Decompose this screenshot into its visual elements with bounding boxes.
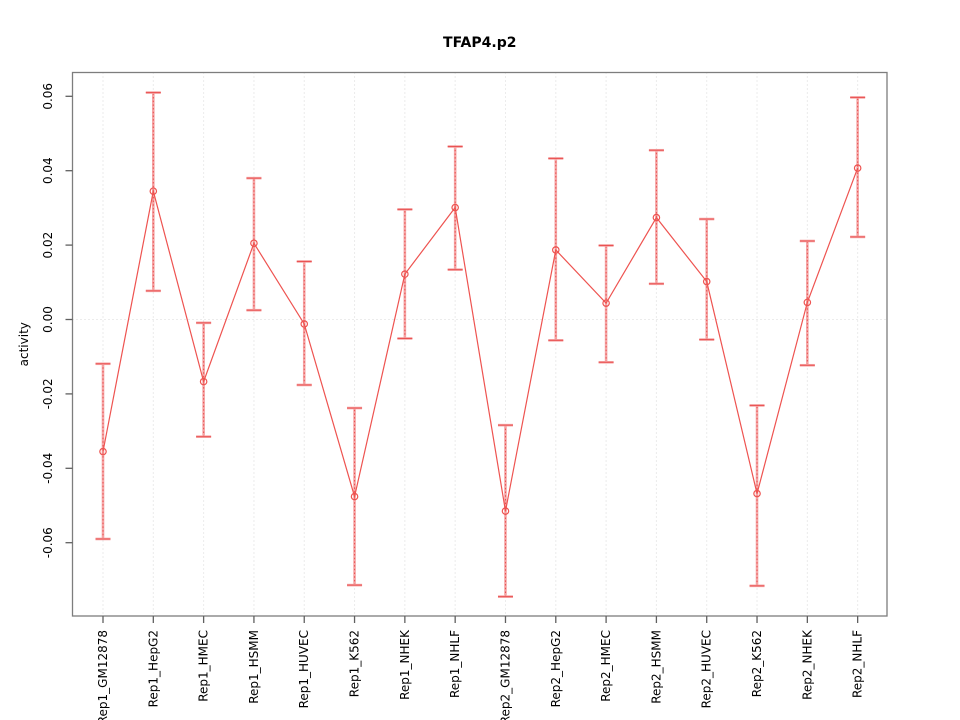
y-tick-label: -0.04 bbox=[41, 453, 55, 484]
data-point-marker bbox=[401, 270, 409, 278]
x-tick-label: Rep1_HSMM bbox=[247, 630, 261, 704]
y-tick-label: 0.04 bbox=[41, 157, 55, 184]
x-tick-label: Rep2_HMEC bbox=[599, 630, 613, 702]
data-point-marker bbox=[551, 246, 560, 254]
data-point-marker bbox=[451, 203, 459, 212]
x-tick-label: Rep2_NHLF bbox=[851, 630, 865, 698]
data-point-marker bbox=[853, 164, 862, 172]
x-tick-label: Rep2_HSMM bbox=[649, 630, 663, 704]
data-point-marker bbox=[300, 320, 309, 328]
x-tick-label: Rep1_HMEC bbox=[197, 630, 211, 702]
series-line bbox=[102, 167, 859, 512]
x-tick-label: Rep2_HepG2 bbox=[549, 630, 563, 707]
x-tick-label: Rep2_GM12878 bbox=[498, 630, 512, 720]
grid-layer bbox=[72, 72, 887, 616]
data-point-marker bbox=[501, 507, 510, 515]
x-tick-label: Rep1_NHLF bbox=[448, 630, 462, 698]
x-tick-label: Rep1_K562 bbox=[348, 630, 362, 697]
data-point-marker bbox=[149, 187, 158, 195]
chart-title: TFAP4.p2 bbox=[443, 35, 516, 51]
data-point-marker bbox=[199, 377, 208, 386]
data-point-marker bbox=[753, 489, 761, 498]
y-tick-label: 0.06 bbox=[41, 83, 55, 110]
plot-box bbox=[71, 71, 888, 617]
data-point-marker bbox=[350, 492, 359, 501]
x-tick-label: Rep1_NHEK bbox=[398, 629, 412, 700]
label-layer: -0.06 -0.04 -0.02 0.00 0.02 0.04 0.06 Rep1_GM12… bbox=[41, 83, 865, 720]
x-tick-label: Rep1_HepG2 bbox=[146, 630, 160, 707]
y-tick-label: 0.00 bbox=[41, 306, 55, 333]
x-tick-label: Rep1_GM12878 bbox=[96, 630, 110, 720]
data-point-marker bbox=[250, 239, 258, 248]
y-axis-label: activity bbox=[17, 322, 31, 366]
x-tick-label: Rep1_HUVEC bbox=[297, 630, 311, 708]
axis-layer bbox=[65, 71, 888, 623]
data-point-marker bbox=[702, 277, 711, 286]
x-tick-label: Rep2_HUVEC bbox=[700, 630, 714, 708]
data-point-marker bbox=[99, 447, 107, 456]
errorbar-layer bbox=[95, 91, 866, 598]
y-tick-label: 0.02 bbox=[41, 232, 55, 259]
x-tick-label: Rep2_K562 bbox=[750, 630, 764, 697]
data-point-marker bbox=[652, 213, 661, 222]
data-point-marker bbox=[803, 298, 812, 307]
x-tick-label: Rep2_NHEK bbox=[800, 629, 814, 700]
series-layer bbox=[99, 164, 862, 515]
y-tick-label: -0.02 bbox=[41, 378, 55, 409]
data-point-marker bbox=[602, 299, 610, 307]
y-tick-label: -0.06 bbox=[41, 527, 55, 558]
